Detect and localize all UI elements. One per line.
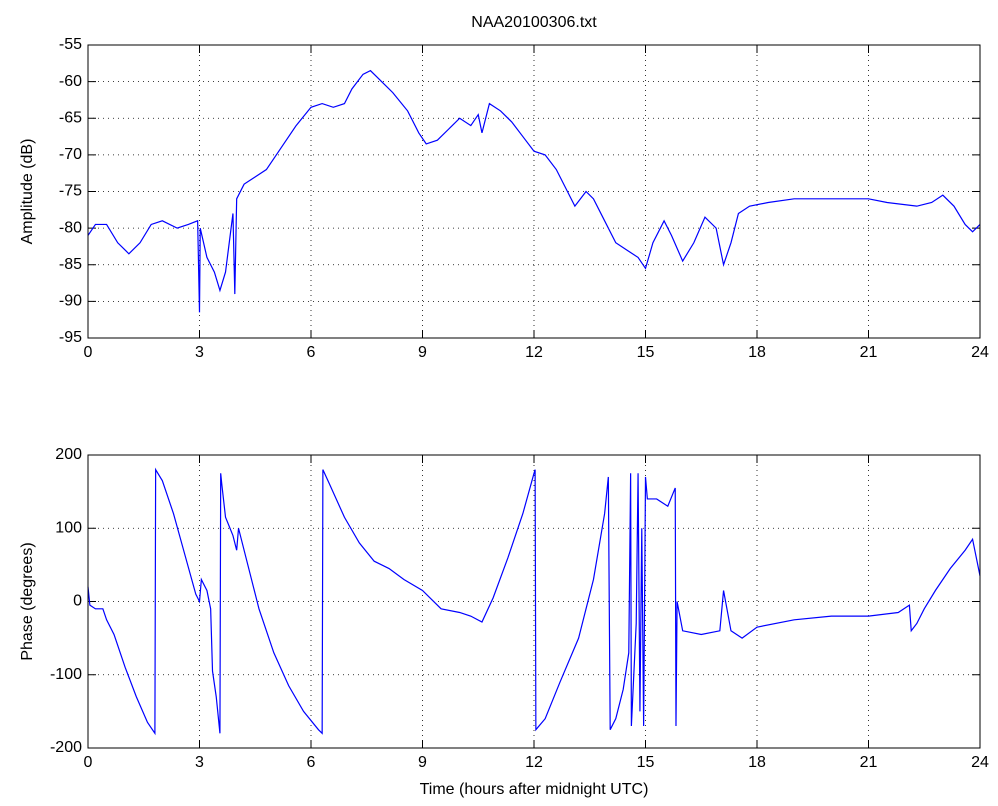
y-tick-label: -75 — [59, 183, 82, 200]
y-tick-label: -200 — [50, 739, 82, 756]
y-tick-label: -95 — [59, 329, 82, 346]
x-tick-label: 18 — [748, 344, 766, 361]
x-tick-label: 0 — [84, 344, 93, 361]
y-tick-label: -65 — [59, 109, 82, 126]
y-tick-label: 200 — [55, 446, 82, 463]
y-axis-label: Phase (degrees) — [19, 542, 36, 660]
y-tick-label: -80 — [59, 219, 82, 236]
y-tick-label: -70 — [59, 146, 82, 163]
y-tick-label: -100 — [50, 666, 82, 683]
y-tick-label: 0 — [73, 593, 82, 610]
x-tick-label: 6 — [307, 344, 316, 361]
x-tick-label: 12 — [525, 344, 543, 361]
x-tick-label: 24 — [971, 754, 989, 771]
x-tick-label: 21 — [860, 754, 878, 771]
x-tick-label: 15 — [637, 754, 655, 771]
y-tick-label: -85 — [59, 256, 82, 273]
y-tick-label: -60 — [59, 73, 82, 90]
x-tick-label: 9 — [418, 344, 427, 361]
axes-frame — [87, 44, 981, 339]
y-tick-label: -90 — [59, 293, 82, 310]
x-tick-label: 18 — [748, 754, 766, 771]
x-axis-label: Time (hours after midnight UTC) — [420, 781, 649, 798]
data-line — [87, 69, 981, 313]
x-tick-label: 0 — [84, 754, 93, 771]
x-tick-label: 9 — [418, 754, 427, 771]
x-tick-label: 21 — [860, 344, 878, 361]
y-axis-label: Amplitude (dB) — [19, 139, 36, 245]
y-tick-label: -55 — [59, 36, 82, 53]
x-tick-label: 24 — [971, 344, 989, 361]
y-tick-label: 100 — [55, 519, 82, 536]
x-tick-label: 3 — [195, 344, 204, 361]
axes-frame — [87, 454, 981, 749]
x-tick-label: 3 — [195, 754, 204, 771]
x-tick-label: 6 — [307, 754, 316, 771]
data-line — [87, 467, 981, 736]
x-tick-label: 12 — [525, 754, 543, 771]
chart-title: NAA20100306.txt — [471, 14, 597, 31]
x-tick-label: 15 — [637, 344, 655, 361]
